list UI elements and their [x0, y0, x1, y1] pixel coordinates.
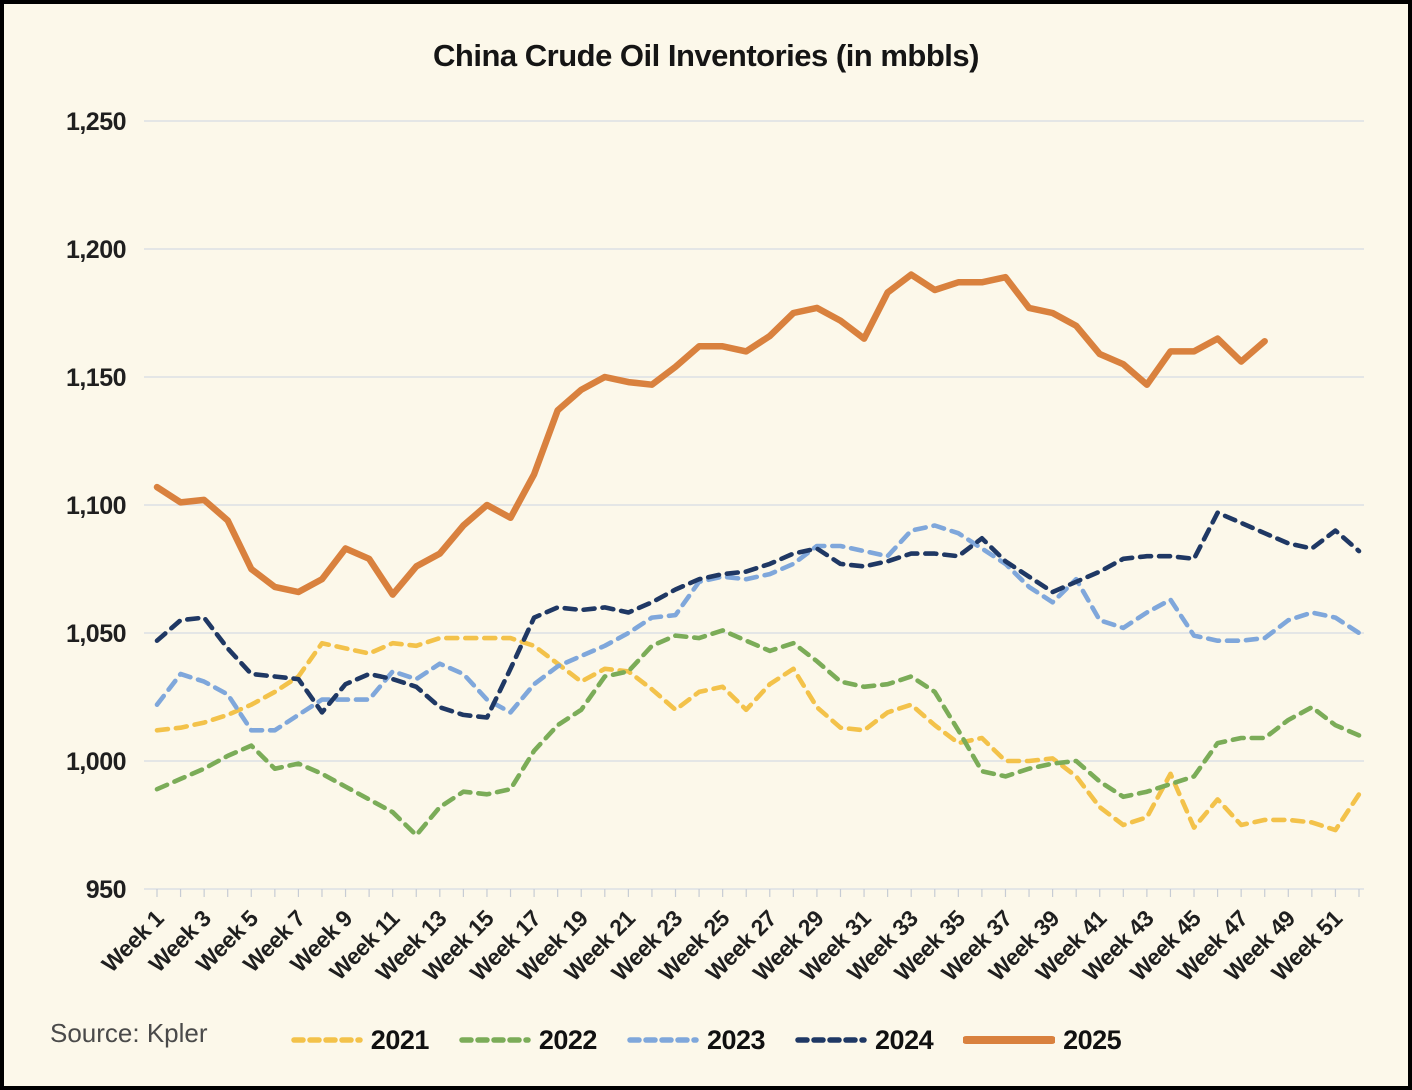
legend-item-2024: 2024	[795, 1024, 934, 1056]
chart-title: China Crude Oil Inventories (in mbbls)	[433, 38, 979, 73]
y-tick-label: 1,000	[66, 748, 126, 776]
legend-swatch-2024	[795, 1037, 867, 1043]
series-line-2022	[154, 628, 1362, 838]
y-tick-label: 1,100	[66, 492, 126, 520]
legend-label: 2024	[875, 1024, 934, 1055]
source-label: Source: Kpler	[50, 1018, 208, 1048]
series-line-2024	[154, 510, 1362, 720]
y-tick-label: 1,150	[66, 364, 126, 392]
legend-item-2021: 2021	[291, 1025, 429, 1056]
legend-label: 2022	[538, 1024, 598, 1055]
y-tick-label: 1,250	[66, 108, 126, 136]
legend-item-2025: 2025	[963, 1024, 1122, 1056]
legend-swatch-2021	[291, 1037, 363, 1043]
series-line-2023	[154, 523, 1362, 733]
y-tick-label: 950	[86, 876, 126, 904]
y-tick-label: 1,050	[66, 620, 126, 648]
chart-footer: Source: Kpler 2021 2022 2023 2024 2025	[4, 1012, 1408, 1068]
legend-item-2023: 2023	[627, 1024, 766, 1056]
legend-swatch-2023	[627, 1037, 699, 1043]
legend-item-2022: 2022	[459, 1025, 597, 1056]
legend: 2021 2022 2023 2024 2025	[4, 1012, 1408, 1068]
legend-swatch-2022	[459, 1037, 531, 1043]
legend-label: 2021	[370, 1024, 430, 1055]
legend-label: 2025	[1063, 1024, 1122, 1055]
legend-label: 2023	[706, 1024, 766, 1055]
legend-swatch-2025	[963, 1036, 1056, 1044]
series-line-2025	[153, 271, 1268, 598]
y-tick-label: 1,200	[66, 236, 126, 264]
series-line-2021	[154, 635, 1362, 833]
